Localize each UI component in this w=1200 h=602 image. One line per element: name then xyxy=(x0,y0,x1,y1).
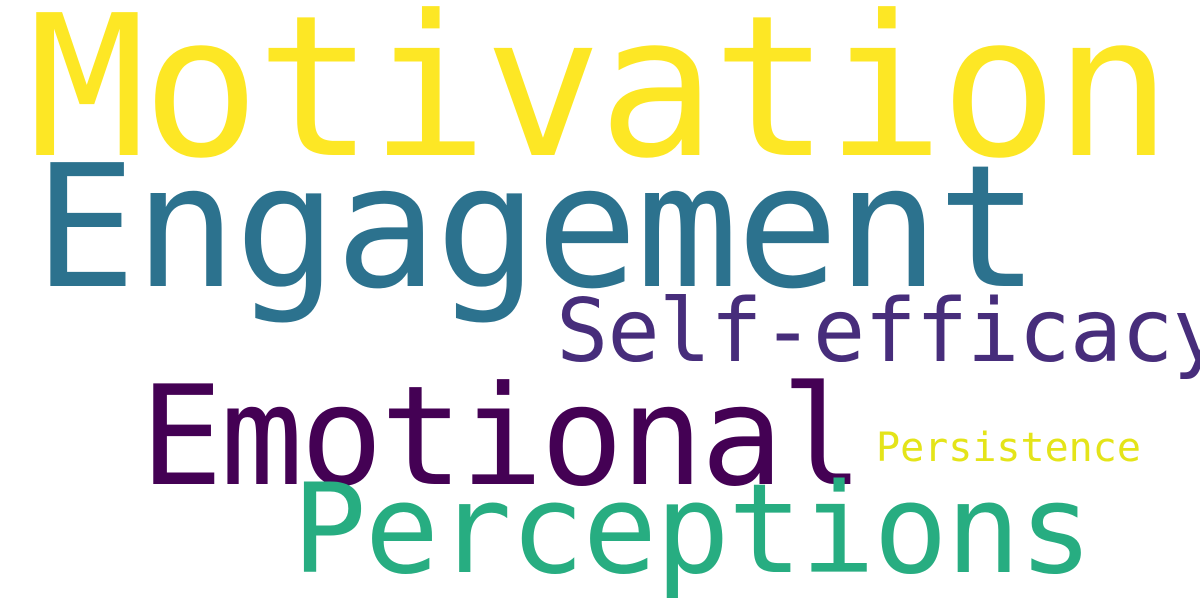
word-engagement: Engagement xyxy=(34,129,1039,327)
word-persistence: Persistence xyxy=(876,425,1141,471)
word-perceptions: Perceptions xyxy=(292,458,1093,602)
word-emotional: Emotional xyxy=(140,356,864,517)
word-motivation: Motivation xyxy=(28,0,1172,202)
word-self-efficacy: Self-efficacy xyxy=(556,280,1200,382)
